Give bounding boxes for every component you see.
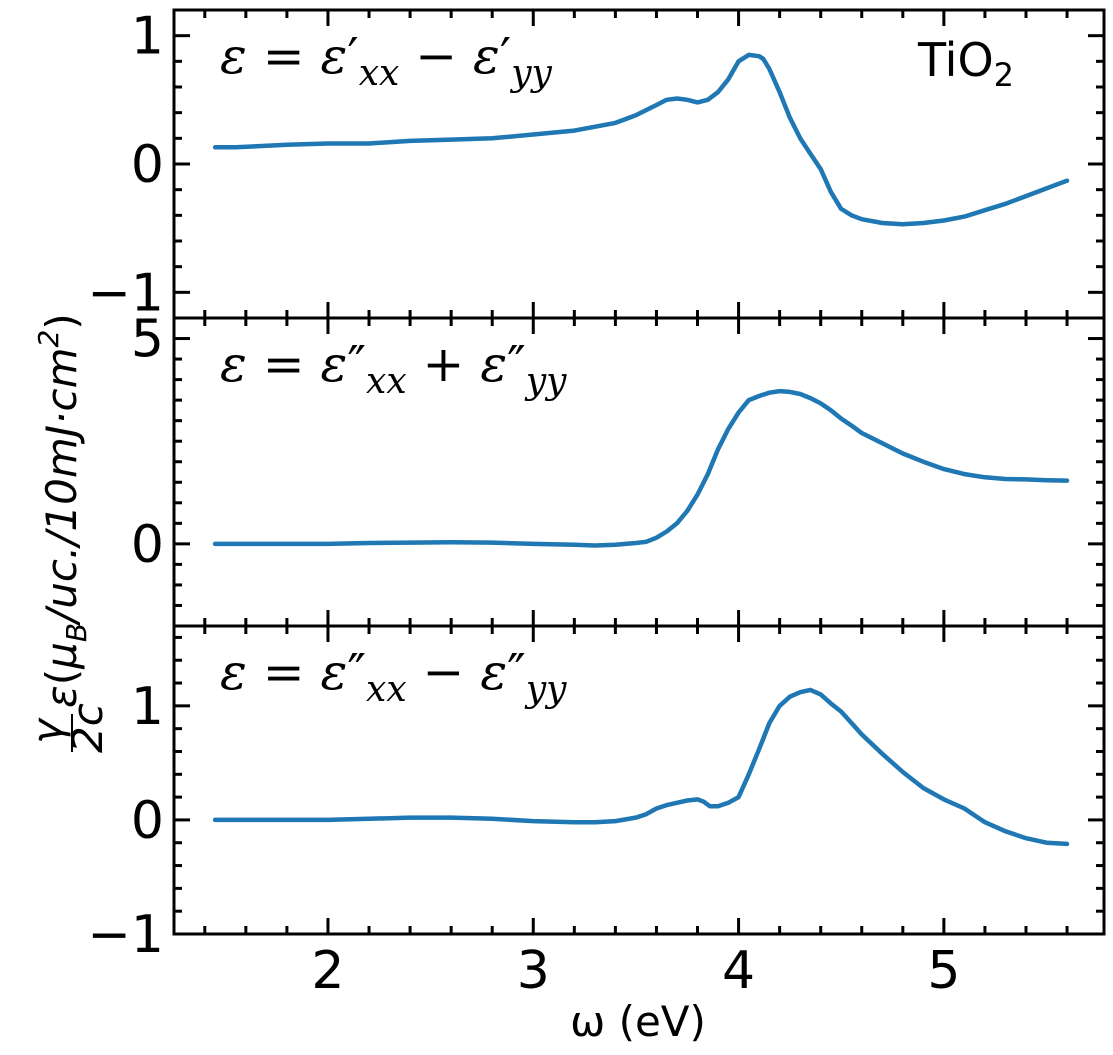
series-line-middle bbox=[212, 388, 1070, 548]
y-tick-label: 5 bbox=[131, 310, 164, 370]
x-tick-label: 5 bbox=[927, 941, 960, 1001]
panel-frame bbox=[172, 624, 1106, 936]
y-title-body: ε(μB/uc./10mJ·cm2) bbox=[32, 313, 93, 708]
y-tick-label: −1 bbox=[87, 263, 164, 323]
x-axis: 2 3 4 5 bbox=[311, 941, 960, 1001]
panels-layer: −1 0 1 ε = ε′xx − ε′yy 0 5 ε = ε″xx + ε″yy −1 0 1… bbox=[87, 7, 1106, 965]
panel-annotation: ε = ε″xx + ε″yy bbox=[220, 335, 567, 402]
series-line-top bbox=[212, 52, 1070, 227]
y-tick-label: 0 bbox=[131, 135, 164, 195]
y-title-gamma: γ bbox=[23, 717, 72, 744]
series-line-bottom bbox=[212, 687, 1070, 847]
panel-middle: 0 5 ε = ε″xx + ε″yy bbox=[131, 310, 1106, 628]
x-tick-label: 4 bbox=[722, 941, 755, 1001]
x-axis-title: ω (eV) bbox=[570, 997, 706, 1046]
y-axis-title: γ 2c ε(μB/uc./10mJ·cm2) bbox=[23, 313, 112, 753]
x-tick-label: 2 bbox=[311, 941, 344, 1001]
y-tick-label: −1 bbox=[87, 905, 164, 965]
panel-bottom: −1 0 1 ε = ε″xx − ε″yy bbox=[87, 624, 1106, 965]
y-tick-label: 1 bbox=[131, 677, 164, 737]
y-tick-label: 0 bbox=[131, 515, 164, 575]
y-tick-label: 0 bbox=[131, 791, 164, 851]
y-title-2c: 2c bbox=[63, 703, 112, 753]
panel-top: −1 0 1 ε = ε′xx − ε′yy bbox=[87, 7, 1106, 323]
panel-annotation: ε = ε′xx − ε′yy bbox=[220, 27, 553, 94]
x-tick-label: 3 bbox=[517, 941, 550, 1001]
material-label: TiO2 bbox=[917, 33, 1014, 94]
y-tick-label: 1 bbox=[131, 7, 164, 67]
panel-annotation: ε = ε″xx − ε″yy bbox=[220, 643, 567, 710]
